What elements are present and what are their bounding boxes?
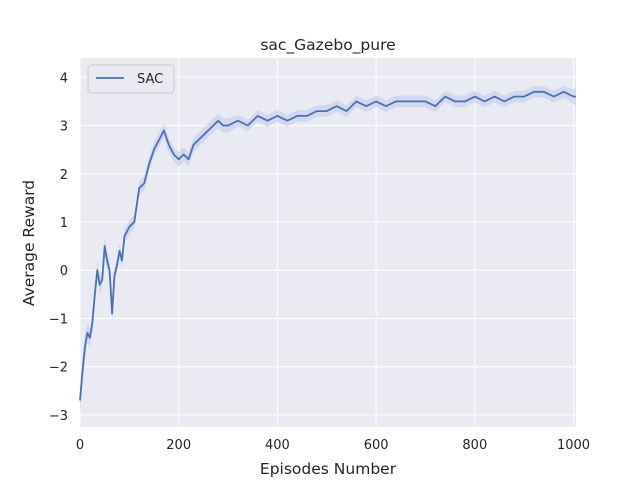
x-tick-label: 200 bbox=[166, 438, 191, 453]
x-tick-label: 600 bbox=[364, 438, 389, 453]
x-tick-label: 800 bbox=[462, 438, 487, 453]
x-axis-label: Episodes Number bbox=[260, 460, 397, 478]
legend-box bbox=[87, 64, 175, 94]
x-tick-labels: 0 200 400 600 800 1000 bbox=[76, 438, 590, 453]
series-line-sac bbox=[79, 90, 576, 401]
plot-background bbox=[80, 58, 576, 427]
chart-title: sac_Gazebo_pure bbox=[260, 36, 395, 55]
y-tick-label: 0 bbox=[60, 264, 68, 279]
y-tick-label: −3 bbox=[49, 409, 68, 424]
y-axis-label: Average Reward bbox=[20, 180, 38, 306]
y-tick-label: 4 bbox=[60, 71, 68, 86]
x-tick-label: 1000 bbox=[557, 438, 590, 453]
x-tick-label: 0 bbox=[76, 438, 84, 453]
legend-label-sac: SAC bbox=[137, 72, 163, 87]
y-tick-label: −2 bbox=[49, 361, 68, 376]
y-tick-label: 2 bbox=[60, 168, 68, 183]
y-tick-label: 3 bbox=[60, 120, 68, 135]
y-tick-labels: −3 −2 −1 0 1 2 3 4 bbox=[49, 71, 68, 424]
y-tick-label: −1 bbox=[49, 312, 68, 327]
y-tick-label: 1 bbox=[60, 216, 68, 231]
legend: SAC bbox=[87, 64, 175, 94]
x-tick-label: 400 bbox=[265, 438, 290, 453]
series-line-layer bbox=[79, 90, 576, 401]
